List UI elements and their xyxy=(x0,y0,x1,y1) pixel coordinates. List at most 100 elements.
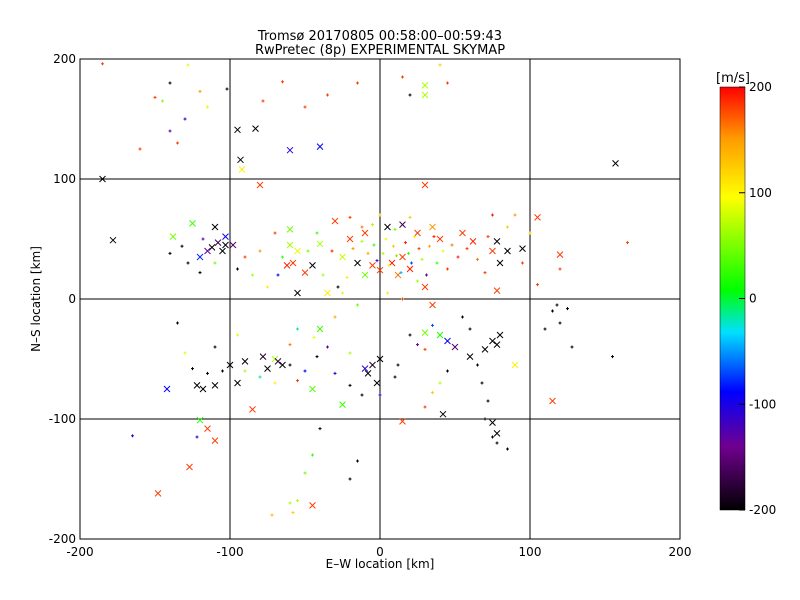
data-point-plus xyxy=(311,453,314,457)
data-point-cross xyxy=(301,269,309,276)
data-point-cross xyxy=(339,401,346,408)
y-axis-label: N–S location [km] xyxy=(29,246,43,352)
data-point-cross xyxy=(186,463,193,471)
data-point-plus xyxy=(378,393,382,397)
data-point-cross xyxy=(556,251,564,258)
data-point-plus xyxy=(281,80,284,84)
data-point-cross xyxy=(309,502,316,509)
data-point-plus xyxy=(221,369,224,373)
data-point-plus xyxy=(168,81,172,85)
data-point-plus xyxy=(408,333,412,337)
data-point-cross xyxy=(196,253,204,261)
data-point-plus xyxy=(386,291,389,295)
data-points xyxy=(99,62,629,517)
data-point-plus xyxy=(206,371,209,375)
data-point-cross xyxy=(369,361,376,369)
data-point-cross xyxy=(354,259,361,267)
data-point-plus xyxy=(486,235,490,239)
data-point-plus xyxy=(186,261,190,265)
data-point-plus xyxy=(555,303,559,307)
data-point-cross xyxy=(406,265,414,273)
data-point-plus xyxy=(446,267,449,271)
data-point-plus xyxy=(372,243,376,247)
data-point-cross xyxy=(421,283,429,291)
data-point-plus xyxy=(483,271,487,275)
data-point-cross xyxy=(459,229,466,237)
data-point-plus xyxy=(243,369,247,373)
data-point-plus xyxy=(315,355,319,359)
data-point-cross xyxy=(264,365,271,372)
data-point-plus xyxy=(566,307,569,311)
y-axis-ticks: -200 -100 0 100 200 xyxy=(49,52,86,546)
data-point-plus xyxy=(312,335,316,339)
data-point-plus xyxy=(176,321,179,325)
data-point-plus xyxy=(288,501,292,505)
data-point-cross xyxy=(234,126,241,134)
data-point-cross xyxy=(99,175,106,183)
data-point-plus xyxy=(536,283,539,287)
data-point-cross xyxy=(324,289,331,297)
data-point-plus xyxy=(273,231,277,235)
data-point-plus xyxy=(450,243,454,247)
colorbar-tick-label: -200 xyxy=(749,503,776,517)
data-point-plus xyxy=(513,213,517,217)
data-point-cross xyxy=(211,382,219,389)
data-point-plus xyxy=(266,285,269,289)
data-point-cross xyxy=(436,235,444,243)
data-point-plus xyxy=(213,345,217,349)
data-point-cross xyxy=(481,346,489,353)
data-point-plus xyxy=(138,147,142,151)
data-point-plus xyxy=(408,215,412,219)
data-point-plus xyxy=(206,105,209,109)
data-point-plus xyxy=(461,315,464,319)
data-point-plus xyxy=(288,363,292,367)
data-point-plus xyxy=(195,435,199,439)
data-point-plus xyxy=(465,247,469,251)
data-point-cross xyxy=(259,353,267,360)
data-point-plus xyxy=(392,244,395,248)
data-point-plus xyxy=(258,375,262,379)
data-point-cross xyxy=(219,247,226,255)
data-point-cross xyxy=(399,253,406,261)
data-point-cross xyxy=(211,437,219,444)
data-point-plus xyxy=(315,231,319,235)
chart-subtitle: RwPretec (8p) EXPERIMENTAL SKYMAP xyxy=(255,43,505,58)
data-point-plus xyxy=(570,345,574,349)
data-point-plus xyxy=(404,241,407,245)
data-point-plus xyxy=(543,327,547,331)
data-point-plus xyxy=(198,89,202,93)
data-point-plus xyxy=(483,417,487,421)
data-point-cross xyxy=(193,382,201,389)
data-point-plus xyxy=(396,363,400,367)
data-point-plus xyxy=(356,81,359,85)
colorbar-ticks: 200 100 0 -100 -200 xyxy=(739,80,776,517)
data-point-cross xyxy=(294,289,301,297)
data-point-cross xyxy=(154,490,162,497)
data-point-plus xyxy=(420,257,424,261)
data-point-plus xyxy=(480,381,484,385)
data-point-cross xyxy=(429,301,436,309)
data-point-plus xyxy=(303,105,307,109)
data-point-cross xyxy=(286,146,294,154)
data-point-plus xyxy=(486,399,490,403)
colorbar-tick-label: 0 xyxy=(749,292,757,306)
data-point-plus xyxy=(296,379,299,383)
data-point-plus xyxy=(333,371,337,375)
data-point-plus xyxy=(431,323,434,327)
data-point-cross xyxy=(163,385,171,393)
data-point-plus xyxy=(356,459,359,463)
data-point-plus xyxy=(476,363,479,367)
data-point-plus xyxy=(558,267,562,271)
data-point-cross xyxy=(249,406,256,413)
data-point-plus xyxy=(356,303,359,307)
data-point-plus xyxy=(168,129,172,133)
data-point-plus xyxy=(198,271,202,275)
data-point-plus xyxy=(201,237,205,241)
data-point-cross xyxy=(109,236,117,244)
data-point-plus xyxy=(438,63,442,67)
data-point-plus xyxy=(296,327,299,331)
data-point-plus xyxy=(341,291,344,295)
data-point-cross xyxy=(504,247,511,255)
data-point-plus xyxy=(456,255,460,259)
data-point-cross xyxy=(399,418,406,425)
